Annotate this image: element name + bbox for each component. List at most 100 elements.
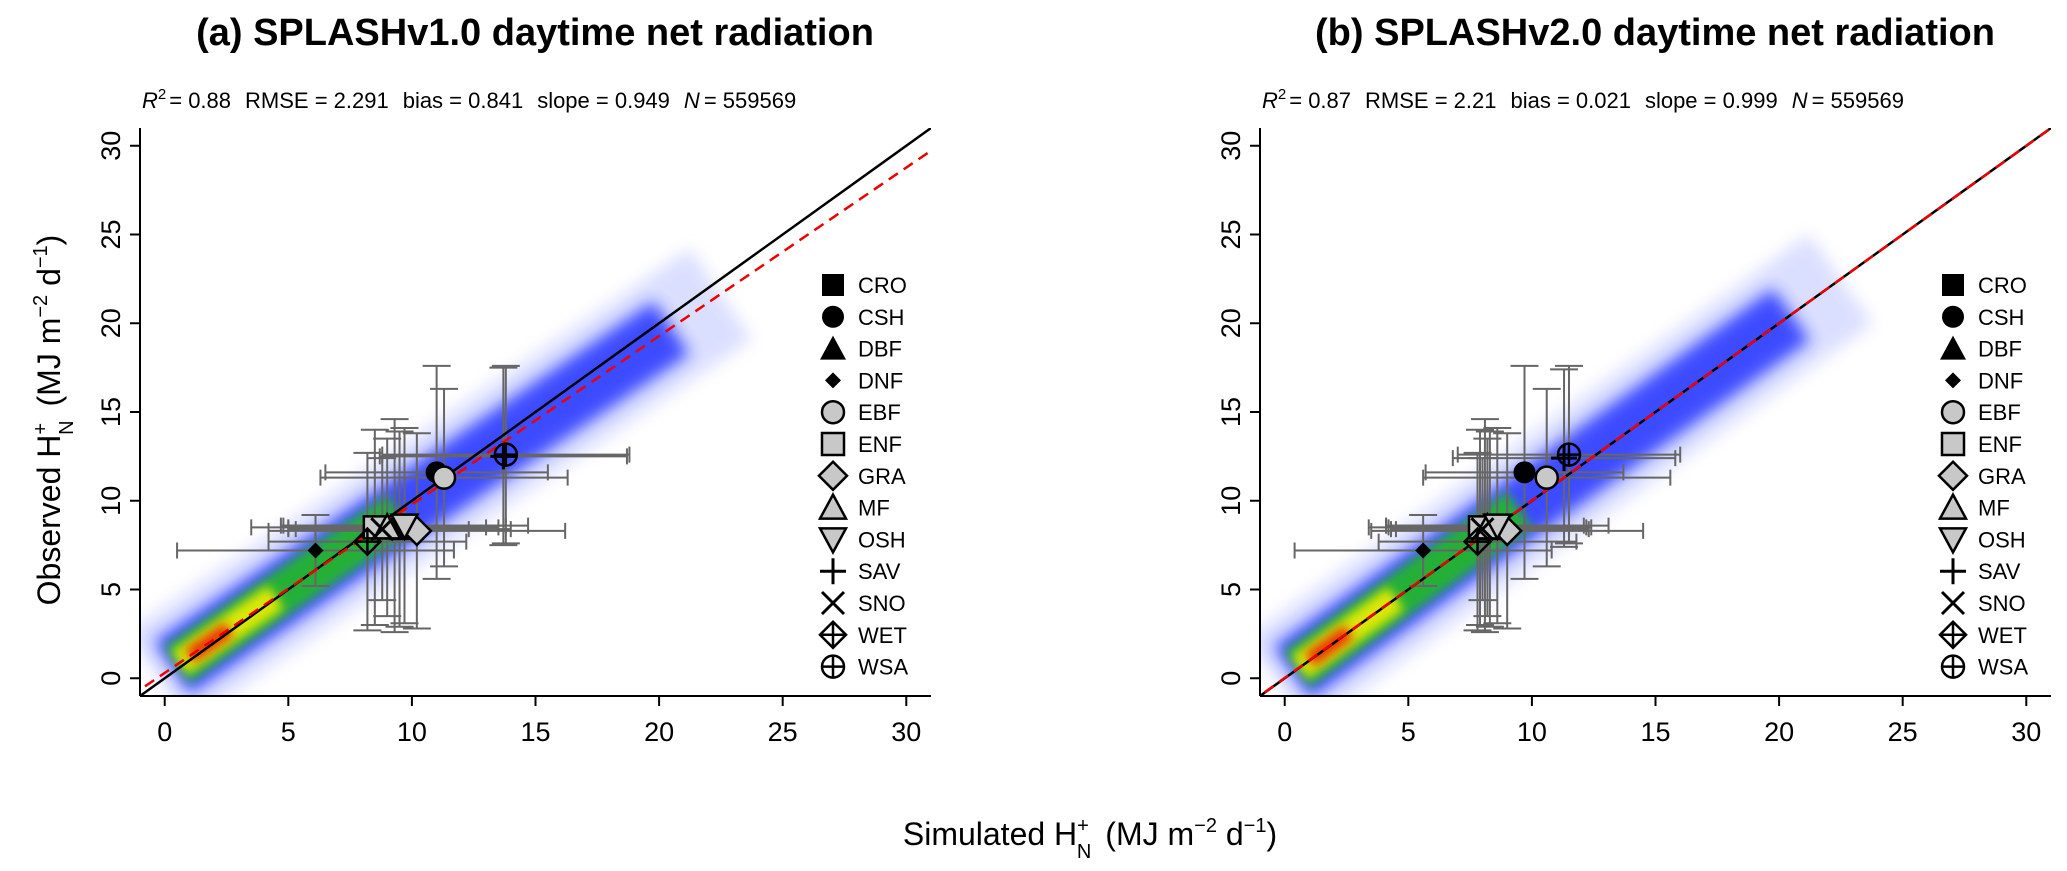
legend-label-b-wsa: WSA [1978, 655, 2028, 680]
x-tick-label-a: 5 [281, 717, 296, 747]
x-tick-label-a: 0 [157, 717, 172, 747]
legend-label-b-sav: SAV [1978, 559, 2021, 584]
point-a-osh [389, 513, 420, 542]
y-axis-label-text: Observed H [31, 435, 67, 606]
x-tick-label-b: 15 [1640, 717, 1670, 747]
x-axis-label-close: ) [1266, 816, 1277, 852]
legend-marker-a-sav [820, 558, 846, 585]
legend-label-a-dbf: DBF [858, 337, 902, 362]
legend-a: CRO CSH DBF DNF EBF ENF GRA MF OSH SAV SNO WET WSA [817, 273, 908, 680]
x-axis-label-mid: d [1217, 816, 1244, 852]
point-b-sno [1470, 517, 1495, 542]
legend-marker-b-dnf [1945, 372, 1961, 389]
legend-label-a-osh: OSH [858, 527, 906, 552]
point-b-csh [1513, 461, 1536, 484]
r2-exp-b: 2 [1278, 86, 1286, 103]
legend-label-a-mf: MF [858, 496, 890, 521]
one-to-one-line-a [140, 128, 931, 696]
point-b-wsa [1556, 442, 1582, 467]
x-tick-label-a: 25 [768, 717, 798, 747]
n-value-b: = 559569 [1812, 88, 1904, 113]
legend-marker-b-sno [1940, 590, 1966, 616]
y-tick-label-b: 10 [1216, 486, 1246, 516]
legend-marker-b-mf [1937, 491, 1969, 520]
x-tick-label-b: 30 [2011, 717, 2041, 747]
y-tick-label-b: 5 [1216, 582, 1246, 597]
y-axis-label: Observed H+ N (MJ m−2 d−1) [30, 235, 78, 606]
x-axis-label: Simulated H+ N (MJ m−2 d−1) [903, 815, 1277, 863]
legend-marker-a-ebf [820, 399, 846, 425]
legend-label-b-ebf: EBF [1978, 400, 2021, 425]
y-axis-label-units: (MJ m [31, 318, 67, 407]
legend-label-b-csh: CSH [1978, 305, 2024, 330]
point-a-dnf [307, 542, 324, 559]
x-axis-label-exp1: −2 [1194, 815, 1217, 837]
point-a-wsa [493, 442, 519, 467]
n-value-a: = 559569 [704, 88, 796, 113]
y-tick-label-a: 25 [96, 219, 126, 249]
r2-label-a: R [142, 88, 158, 113]
point-b-wet [1462, 526, 1493, 557]
legend-label-b-gra: GRA [1978, 464, 2026, 489]
fit-line-a [140, 149, 931, 692]
r2-label-b: R [1262, 88, 1278, 113]
x-tick-label-b: 20 [1764, 717, 1794, 747]
point-b-sav [1551, 445, 1578, 472]
legend-marker-a-dnf [825, 372, 841, 389]
legend-marker-a-wet [818, 620, 848, 650]
x-tick-label-a: 10 [397, 717, 427, 747]
legend-marker-b-ebf [1940, 399, 1966, 425]
point-a-ebf [431, 465, 457, 490]
y-axis-label-exp1: −2 [30, 295, 52, 318]
x-tick-label-b: 0 [1277, 717, 1292, 747]
point-a-wet [352, 526, 383, 557]
y-tick-label-a: 5 [96, 582, 126, 597]
x-tick-label-a: 30 [891, 717, 921, 747]
legend-label-b-mf: MF [1978, 496, 2010, 521]
legend-marker-b-wsa [1940, 654, 1966, 679]
y-axis-label-sup: + [30, 423, 52, 435]
stats-line-a: R2 = 0.88 RMSE = 2.291 bias = 0.841 slope = … [142, 86, 796, 113]
slope-a: slope = 0.949 [537, 88, 670, 113]
legend-marker-b-wet [1938, 620, 1968, 650]
legend-label-a-wsa: WSA [858, 655, 908, 680]
legend-marker-a-mf [817, 491, 849, 520]
y-tick-label-a: 15 [96, 397, 126, 427]
point-b-dnf [1415, 542, 1432, 559]
legend-marker-a-csh [822, 305, 844, 328]
y-tick-label-a: 30 [96, 131, 126, 161]
y-tick-label-b: 20 [1216, 308, 1246, 338]
legend-label-a-wet: WET [858, 623, 907, 648]
plot-area-b [1260, 128, 2051, 696]
axes-a: 0 5 10 15 20 25 30 0 5 10 15 20 25 30 [96, 128, 931, 747]
y-axis-label-mid: d [31, 268, 67, 295]
stats-line-b: R2 = 0.87 RMSE = 2.21 bias = 0.021 slope = 0… [1262, 86, 1904, 113]
legend-marker-a-sno [820, 590, 846, 616]
y-tick-label-b: 15 [1216, 397, 1246, 427]
legend-b: CRO CSH DBF DNF EBF ENF GRA MF OSH SAV SNO WET WSA [1937, 273, 2028, 680]
x-axis-label-exp2: −1 [1244, 815, 1267, 837]
chart-title-a: (a) SPLASHv1.0 daytime net radiation [196, 12, 874, 54]
x-tick-label-b: 25 [1888, 717, 1918, 747]
legend-label-b-sno: SNO [1978, 591, 2026, 616]
x-axis-label-units: (MJ m [1105, 816, 1194, 852]
legend-marker-b-osh [1937, 527, 1969, 556]
legend-marker-a-osh [817, 527, 849, 556]
slope-b: slope = 0.999 [1645, 88, 1778, 113]
legend-marker-a-wsa [820, 654, 846, 679]
legend-marker-b-dbf [1940, 335, 1966, 360]
x-tick-label-a: 15 [520, 717, 550, 747]
panel-b: (b) SPLASHv2.0 daytime net radiation R2 =… [1216, 12, 2051, 747]
r2-value-a: = 0.88 [169, 88, 231, 113]
legend-label-b-dnf: DNF [1978, 368, 2023, 393]
legend-label-a-cro: CRO [858, 273, 907, 298]
r2-exp-a: 2 [158, 86, 166, 103]
legend-marker-a-dbf [820, 335, 846, 360]
legend-label-b-enf: ENF [1978, 432, 2022, 457]
chart-title-b: (b) SPLASHv2.0 daytime net radiation [1315, 12, 1995, 54]
fit-line-b [1260, 128, 2051, 696]
legend-marker-b-enf [1940, 431, 1966, 457]
y-axis-label-exp2: −1 [30, 245, 52, 268]
legend-label-a-gra: GRA [858, 464, 906, 489]
y-tick-label-a: 10 [96, 486, 126, 516]
